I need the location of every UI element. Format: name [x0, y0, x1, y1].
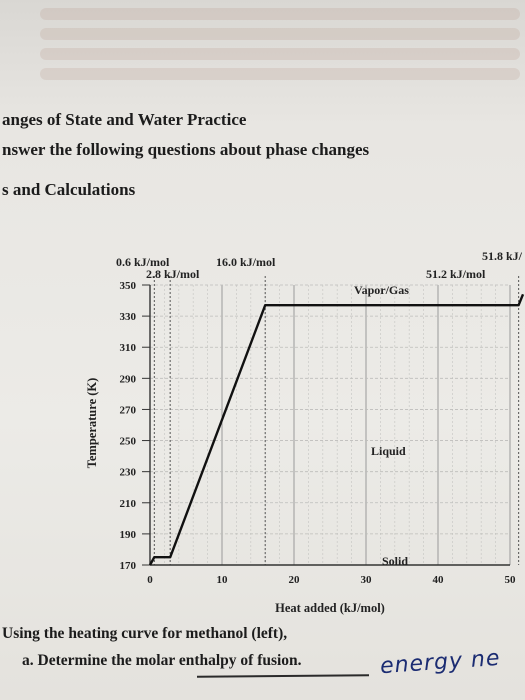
x-tick-label: 30 — [361, 574, 373, 586]
label-liquid: Liquid — [371, 444, 406, 458]
y-tick-label: 170 — [120, 560, 137, 572]
y-tick-label: 250 — [120, 436, 137, 448]
annotation-16-0: 16.0 kJ/mol — [216, 255, 276, 269]
heating-curve-chart: 170 190 210 230 250 270 290 310 330 350 0 10 20 30 40 5… — [85, 249, 525, 615]
annotation-51-2: 51.2 kJ/mol — [426, 267, 486, 281]
question-prompt: Using the heating curve for methanol (le… — [2, 625, 288, 642]
question-a-prefix: a. Determine the — [22, 652, 136, 669]
y-tick-label: 350 — [120, 280, 137, 292]
x-tick-label: 10 — [217, 574, 229, 586]
handwritten-answer: energy ne — [379, 645, 502, 680]
question-a: a. Determine the molar enthalpy of fusio… — [22, 652, 302, 670]
annotation-2-8: 2.8 kJ/mol — [146, 267, 200, 281]
y-tick-label: 330 — [120, 311, 137, 323]
x-tick-label: 40 — [433, 574, 445, 586]
label-vapor-gas: Vapor/Gas — [354, 283, 409, 297]
worksheet-title: anges of State and Water Practice — [2, 110, 247, 129]
bleed-through-text — [40, 0, 520, 90]
y-axis-label: Temperature (K) — [85, 378, 99, 469]
question-a-term: molar enthalpy of fusion. — [135, 652, 302, 669]
y-tick-label: 310 — [120, 342, 137, 354]
section-heading: s and Calculations — [2, 180, 136, 199]
x-tick-label: 50 — [505, 574, 517, 586]
chart-axes — [149, 276, 520, 566]
y-tick-label: 190 — [120, 529, 137, 541]
x-axis-label: Heat added (kJ/mol) — [275, 601, 385, 615]
label-solid: Solid — [382, 554, 408, 568]
x-tick-label: 0 — [147, 574, 153, 586]
handwritten-underline — [196, 674, 370, 678]
chart-ticks: 170 190 210 230 250 270 290 310 330 350 0 10 20 30 40 5… — [120, 280, 517, 586]
annotation-51-8: 51.8 kJ/ — [482, 249, 523, 263]
y-tick-label: 290 — [120, 373, 137, 385]
x-tick-label: 20 — [289, 574, 301, 586]
heating-curve-line — [148, 293, 525, 566]
y-tick-label: 230 — [120, 467, 137, 479]
annotation-0-6: 0.6 kJ/mol — [116, 255, 170, 269]
y-tick-label: 210 — [120, 498, 137, 510]
y-tick-label: 270 — [120, 404, 137, 416]
instruction-text: nswer the following questions about phas… — [2, 140, 370, 159]
chart-grid — [149, 284, 511, 566]
